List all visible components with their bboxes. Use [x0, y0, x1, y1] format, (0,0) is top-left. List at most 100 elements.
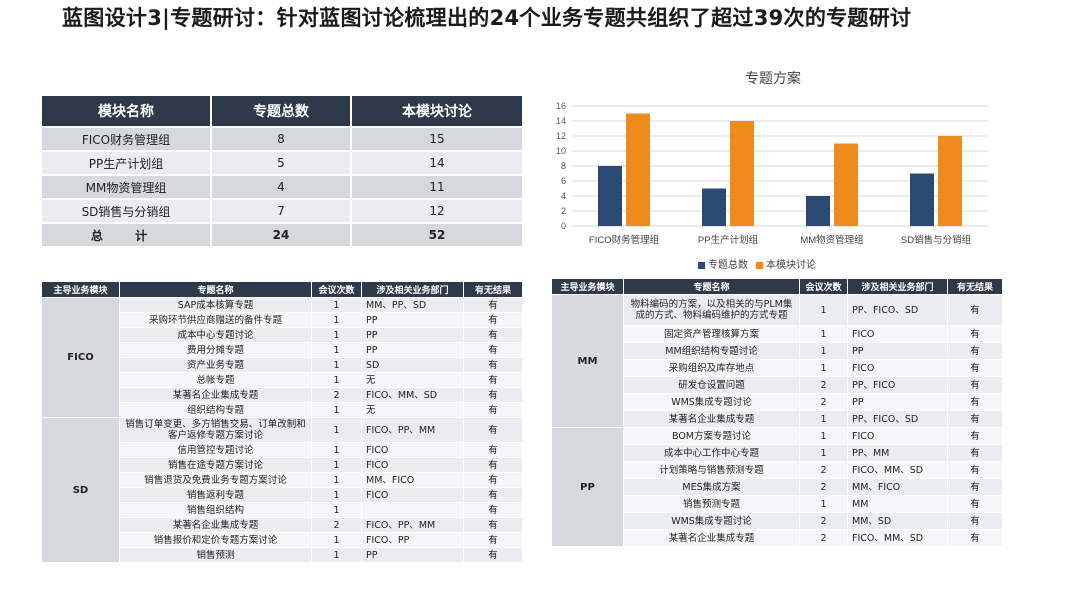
left-table-cell-result: 有 — [464, 473, 522, 487]
right-table-cell-count: 1 — [800, 343, 848, 359]
table-row: 资产业务专题 1 SD 有 — [42, 358, 522, 372]
right-table-cell-count: 1 — [800, 411, 848, 427]
left-table-cell-result: 有 — [464, 358, 522, 372]
bar-discussed — [626, 113, 650, 226]
left-table-cell-result: 有 — [464, 518, 522, 532]
right-table-cell-topic: 某著名企业集成专题 — [624, 411, 800, 427]
right-table-cell-dept: MM — [848, 496, 948, 512]
left-topic-table: 主导业务模块 专题名称 会议次数 涉及相关业务部门 有无结果 FICO SAP成本核算专题… — [42, 281, 522, 563]
left-table-cell-topic: SAP成本核算专题 — [120, 298, 312, 312]
summary-cell-discussed: 14 — [352, 152, 522, 174]
right-table-cell-count: 2 — [800, 377, 848, 393]
right-table-cell-topic: MES集成方案 — [624, 479, 800, 495]
left-table-cell-result: 有 — [464, 548, 522, 562]
legend-label-discussed: 本模块讨论 — [766, 260, 816, 271]
summary-cell-name: MM物资管理组 — [42, 176, 212, 198]
x-tick-label: FICO财务管理组 — [589, 234, 660, 246]
left-table-cell-count: 1 — [312, 343, 362, 357]
right-table-cell-dept: FICO — [848, 428, 948, 444]
left-table-cell-dept: FICO、PP — [362, 533, 464, 547]
table-row: 销售预测专题 1 MM 有 — [552, 496, 1002, 512]
right-table-cell-result: 有 — [948, 462, 1002, 478]
table-row: MM组织结构专题讨论 1 PP 有 — [552, 343, 1002, 359]
table-row: PP BOM方案专题讨论 1 FICO 有 — [552, 428, 1002, 546]
left-table-cell-result: 有 — [464, 373, 522, 387]
right-table-module-cell: PP — [552, 428, 624, 546]
table-row: MES集成方案 2 MM、FICO 有 — [552, 479, 1002, 495]
right-table-cell-dept: PP — [848, 394, 948, 410]
table-row: 销售在途专题方案讨论 1 FICO 有 — [42, 458, 522, 472]
left-table-cell-count: 1 — [312, 313, 362, 327]
y-tick-label: 10 — [556, 146, 566, 156]
left-table-cell-result: 有 — [464, 488, 522, 502]
left-table-cell-count: 1 — [312, 328, 362, 342]
left-table-header-dept: 涉及相关业务部门 — [362, 282, 464, 297]
left-table-cell-topic: 销售退货及免费业务专题方案讨论 — [120, 473, 312, 487]
table-row: 采购组织及库存地点 1 FICO 有 — [552, 360, 1002, 376]
right-table-cell-result: 有 — [948, 513, 1002, 529]
left-table-cell-dept — [362, 503, 464, 517]
summary-row: SD销售与分销组 7 12 — [42, 200, 522, 222]
table-row: 成本中心工作中心专题 1 PP、MM 有 — [552, 445, 1002, 461]
left-table-cell-count: 1 — [312, 443, 362, 457]
right-topic-table: 主导业务模块 专题名称 会议次数 涉及相关业务部门 有无结果 MM 物料编码的方案，以及相… — [552, 278, 1002, 547]
right-table-cell-result: 有 — [948, 377, 1002, 393]
right-table-cell-result: 有 — [948, 496, 1002, 512]
summary-cell-total: 4 — [212, 176, 352, 198]
left-table-cell-result: 有 — [464, 403, 522, 417]
y-tick-label: 6 — [561, 176, 566, 186]
right-table-cell-result: 有 — [948, 343, 1002, 359]
summary-total-label: 总 计 — [42, 224, 212, 246]
right-table-cell-topic: 销售预测专题 — [624, 496, 800, 512]
right-table-cell-count: 1 — [800, 496, 848, 512]
table-row: MM 物料编码的方案，以及相关的与PLM集成的方式、物料编码维护的方式专题 1 PP、… — [552, 295, 1002, 427]
table-row: 组织结构专题 1 无有 — [42, 403, 522, 417]
summary-header-discussed: 本模块讨论 — [352, 96, 522, 126]
left-table-cell-count: 1 — [312, 473, 362, 487]
left-table-cell-result: 有 — [464, 418, 522, 442]
right-table-cell-topic: BOM方案专题讨论 — [624, 428, 800, 444]
bar-total — [598, 166, 622, 226]
left-table-cell-count: 1 — [312, 373, 362, 387]
page-title: 蓝图设计3|专题研讨：针对蓝图讨论梳理出的24个业务专题共组织了超过39次的专题… — [62, 6, 912, 30]
y-tick-label: 16 — [556, 101, 566, 111]
summary-row: FICO财务管理组 8 15 — [42, 128, 522, 150]
summary-total-discussed: 52 — [352, 224, 522, 246]
left-table-cell-count: 1 — [312, 533, 362, 547]
bar-discussed — [938, 136, 962, 226]
left-table-cell-dept: FICO、PP、MM — [362, 518, 464, 532]
right-table-cell-result: 有 — [948, 411, 1002, 427]
left-table-cell-topic: 销售在途专题方案讨论 — [120, 458, 312, 472]
bar-total — [910, 173, 934, 226]
left-table-header-row: 主导业务模块 专题名称 会议次数 涉及相关业务部门 有无结果 — [42, 282, 522, 297]
legend-label-total: 专题总数 — [708, 260, 748, 271]
left-table-cell-count: 1 — [312, 488, 362, 502]
summary-header-module: 模块名称 — [42, 96, 212, 126]
right-table-cell-topic: 计划策略与销售预测专题 — [624, 462, 800, 478]
right-table-cell-count: 1 — [800, 445, 848, 461]
summary-header-row: 模块名称 专题总数 本模块讨论 — [42, 96, 522, 126]
left-table-cell-count: 1 — [312, 548, 362, 562]
left-table-cell-count: 2 — [312, 388, 362, 402]
left-table-header-result: 有无结果 — [464, 282, 522, 297]
left-table-cell-result: 有 — [464, 313, 522, 327]
left-table-cell-topic: 销售组织结构 — [120, 503, 312, 517]
right-table-cell-topic: 物料编码的方案，以及相关的与PLM集成的方式、物料编码维护的方式专题 — [624, 295, 800, 325]
left-table-cell-topic: 销售订单变更、多方销售交易、订单改制和客户返修专题方案讨论 — [120, 418, 312, 442]
right-table-cell-topic: 成本中心工作中心专题 — [624, 445, 800, 461]
x-tick-label: PP生产计划组 — [698, 234, 759, 246]
table-row: 固定资产管理核算方案 1 FICO 有 — [552, 326, 1002, 342]
left-table-cell-result: 有 — [464, 298, 522, 312]
summary-row: PP生产计划组 5 14 — [42, 152, 522, 174]
right-table-cell-dept: FICO — [848, 326, 948, 342]
left-table-cell-result: 有 — [464, 533, 522, 547]
right-table-cell-result: 有 — [948, 360, 1002, 376]
left-table-cell-count: 1 — [312, 503, 362, 517]
y-tick-label: 4 — [561, 191, 566, 201]
left-table-header-count: 会议次数 — [312, 282, 362, 297]
right-table-cell-count: 1 — [800, 295, 848, 325]
right-table-cell-result: 有 — [948, 326, 1002, 342]
right-table-module-cell: MM — [552, 295, 624, 427]
table-row: FICO SAP成本核算专题 1 MM、PP、SD 有 — [42, 298, 522, 417]
summary-cell-discussed: 15 — [352, 128, 522, 150]
